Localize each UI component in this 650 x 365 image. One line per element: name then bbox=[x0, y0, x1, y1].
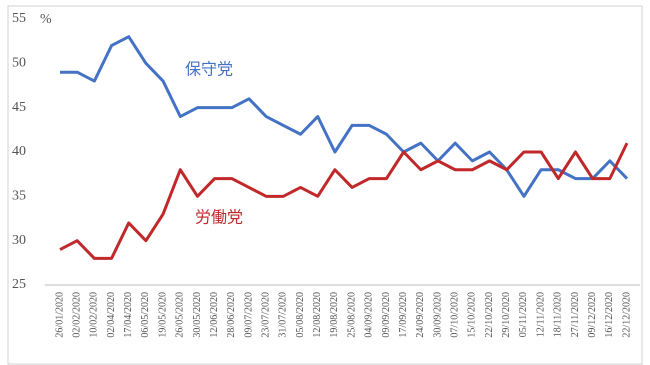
x-tick-label: 30/09/2020 bbox=[432, 292, 443, 338]
y-tick-label: 30 bbox=[12, 233, 26, 248]
y-tick-label: 55 bbox=[12, 11, 26, 26]
x-tick-label: 09/07/2020 bbox=[243, 292, 254, 338]
x-tick-label: 06/05/2020 bbox=[140, 292, 151, 338]
x-tick-label: 17/09/2020 bbox=[398, 292, 409, 338]
x-tick-label: 09/12/2020 bbox=[587, 292, 598, 338]
x-tick-label: 27/11/2020 bbox=[570, 292, 581, 337]
x-tick-label: 16/12/2020 bbox=[604, 292, 615, 338]
x-tick-label: 26/05/2020 bbox=[175, 292, 186, 338]
x-tick-label: 10/02/2020 bbox=[89, 292, 100, 338]
x-tick-label: 12/06/2020 bbox=[209, 292, 220, 338]
y-tick-label: 45 bbox=[12, 100, 26, 115]
y-tick-label: 35 bbox=[12, 189, 26, 204]
series-label: 労働党 bbox=[195, 208, 243, 227]
series-line bbox=[60, 35, 629, 198]
x-tick-label: 22/12/2020 bbox=[621, 292, 632, 338]
x-tick-label: 15/10/2020 bbox=[467, 292, 478, 338]
x-tick-label: 29/10/2020 bbox=[501, 292, 512, 338]
x-tick-label: 09/09/2020 bbox=[381, 292, 392, 338]
x-tick-label: 25/08/2020 bbox=[346, 292, 357, 338]
x-tick-label: 02/04/2020 bbox=[106, 292, 117, 338]
x-tick-label: 19/05/2020 bbox=[157, 292, 168, 338]
x-tick-label: 24/09/2020 bbox=[415, 292, 426, 338]
x-tick-label: 19/08/2020 bbox=[329, 292, 340, 338]
x-tick-label: 23/07/2020 bbox=[260, 292, 271, 338]
series-line bbox=[59, 142, 629, 260]
x-tick-label: 12/08/2020 bbox=[312, 292, 323, 338]
x-tick-label: 04/09/2020 bbox=[364, 292, 375, 338]
x-tick-label: 02/02/2020 bbox=[71, 292, 82, 338]
series-label: 保守党 bbox=[185, 60, 233, 79]
y-tick-label: 25 bbox=[12, 277, 26, 292]
x-tick-label: 05/11/2020 bbox=[518, 292, 529, 337]
y-tick-label: 40 bbox=[12, 144, 26, 159]
x-tick-label: 31/07/2020 bbox=[278, 292, 289, 338]
x-tick-label: 30/05/2020 bbox=[192, 292, 203, 338]
y-tick-label: 50 bbox=[12, 56, 26, 71]
x-tick-label: 07/10/2020 bbox=[449, 292, 460, 338]
x-tick-label: 17/04/2020 bbox=[123, 292, 134, 338]
x-tick-label: 28/06/2020 bbox=[226, 292, 237, 338]
x-tick-label: 18/11/2020 bbox=[553, 292, 564, 337]
frame bbox=[7, 5, 643, 365]
x-tick-label: 26/01/2020 bbox=[54, 292, 65, 338]
x-tick-label: 05/08/2020 bbox=[295, 292, 306, 338]
x-tick-label: 12/11/2020 bbox=[535, 292, 546, 337]
y-unit: % bbox=[40, 12, 52, 27]
x-tick-label: 22/10/2020 bbox=[484, 292, 495, 338]
